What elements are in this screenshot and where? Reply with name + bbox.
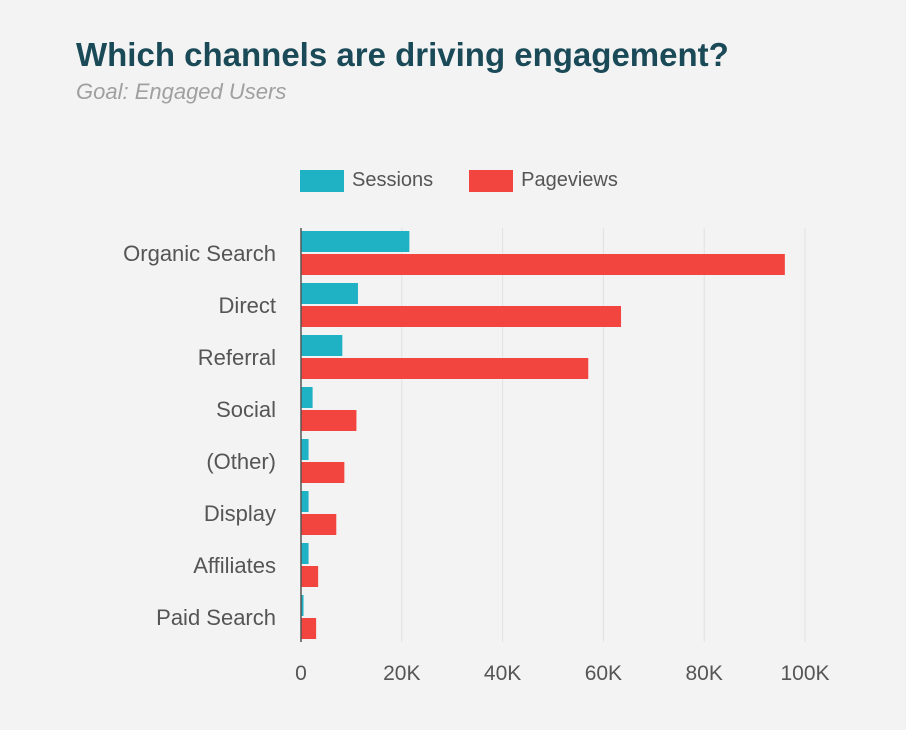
bar-pageviews (301, 410, 357, 431)
bar-pageviews (301, 254, 785, 275)
bar-sessions (301, 335, 343, 356)
category-label: Social (216, 397, 276, 422)
legend-swatch-sessions (300, 169, 344, 192)
chart-title: Which channels are driving engagement? (76, 36, 729, 73)
x-tick-label: 0 (295, 662, 307, 685)
legend-label-sessions: Sessions (352, 169, 434, 191)
category-label: Affiliates (193, 553, 276, 578)
category-label: Referral (198, 345, 276, 370)
bar-sessions (301, 543, 309, 564)
chart-legend: Sessions Pageviews (300, 169, 654, 192)
category-label: Organic Search (123, 241, 276, 266)
bar-sessions (301, 439, 309, 460)
bar-sessions (301, 491, 309, 512)
x-tick-label: 20K (383, 662, 420, 685)
bar-pageviews (301, 618, 317, 639)
category-label: Display (204, 501, 276, 526)
legend-item-pageviews: Pageviews (469, 169, 618, 192)
category-label: Paid Search (156, 605, 276, 630)
bar-pageviews (301, 306, 622, 327)
legend-label-pageviews: Pageviews (521, 169, 618, 191)
bar-pageviews (301, 358, 589, 379)
category-label: (Other) (206, 449, 276, 474)
legend-swatch-pageviews (469, 169, 514, 192)
bar-pageviews (301, 566, 319, 587)
x-tick-label: 40K (484, 662, 521, 685)
category-label: Direct (219, 293, 276, 318)
bar-sessions (301, 387, 313, 408)
bar-sessions (301, 283, 358, 304)
chart-subtitle: Goal: Engaged Users (76, 79, 287, 104)
x-tick-label: 80K (686, 662, 723, 685)
bar-pageviews (301, 514, 337, 535)
x-tick-label: 60K (585, 662, 622, 685)
bar-sessions (301, 231, 410, 252)
legend-item-sessions: Sessions (300, 169, 433, 192)
bar-pageviews (301, 462, 345, 483)
x-tick-label: 100K (780, 662, 829, 685)
bar-sessions (301, 595, 304, 616)
